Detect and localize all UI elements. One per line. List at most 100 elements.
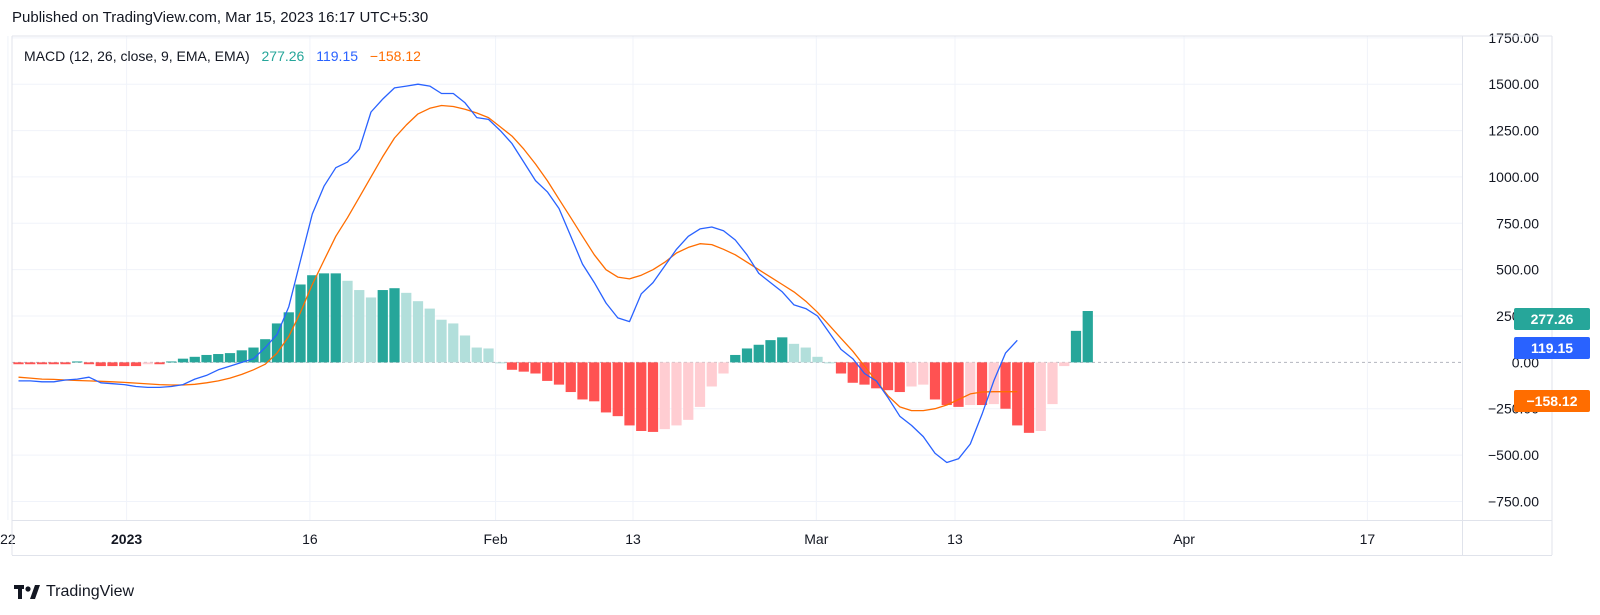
indicator-lines <box>18 83 1018 464</box>
histogram-bar <box>401 292 412 363</box>
histogram-bar <box>894 362 905 393</box>
y-tick-label: −500.00 <box>1488 447 1539 463</box>
histogram-bar <box>354 290 365 363</box>
histogram-bar <box>941 362 952 406</box>
histogram-bar <box>683 362 694 420</box>
signal-price-tag: −158.12 <box>1514 390 1590 412</box>
y-tick-label: 1250.00 <box>1488 123 1539 139</box>
histogram-bar <box>929 362 941 400</box>
histogram-bar <box>248 347 259 363</box>
histogram-bar <box>436 319 447 363</box>
histogram-bar <box>624 362 635 426</box>
histogram-bar <box>95 362 106 367</box>
histogram-bar <box>812 356 823 363</box>
histogram-bar <box>741 348 753 363</box>
x-tick-label: 13 <box>625 531 641 547</box>
brand[interactable]: TradingView <box>14 583 134 601</box>
x-tick-label: Feb <box>483 531 507 547</box>
histogram-bar <box>1082 311 1093 363</box>
histogram-bar <box>730 354 741 363</box>
histogram-bar <box>224 353 236 363</box>
grid <box>7 36 1462 520</box>
histogram-bar <box>1023 362 1035 433</box>
histogram-bar <box>647 362 659 432</box>
y-tick-label: 500.00 <box>1496 262 1539 278</box>
indicator-legend[interactable]: MACD (12, 26, close, 9, EMA, EMA) 277.26… <box>24 48 429 64</box>
x-tick-label: Mar <box>804 531 828 547</box>
histogram-bar <box>36 362 48 365</box>
histogram-bar <box>365 297 377 363</box>
histogram-bar <box>260 339 271 363</box>
histogram-bar <box>530 362 541 374</box>
x-tick-label: 17 <box>1360 531 1376 547</box>
y-tick-label: 1000.00 <box>1488 169 1539 185</box>
histogram-bar <box>142 362 153 365</box>
histogram-bar <box>553 362 565 385</box>
histogram-bar <box>72 361 83 363</box>
histogram-bar <box>495 362 506 364</box>
histogram-bar <box>835 362 847 374</box>
price-axis: −750.00−500.00−250.000.00250.00500.00750… <box>1462 30 1539 555</box>
histogram-bar <box>518 362 529 372</box>
y-tick-label: 750.00 <box>1496 215 1539 231</box>
histogram-bar <box>600 362 612 413</box>
histogram-bar <box>412 301 424 363</box>
histogram-bar <box>342 280 353 363</box>
histogram-bar <box>788 343 800 363</box>
time-axis: 22 2023 16 Feb 13 Mar 13 Apr 17 <box>0 35 1553 556</box>
histogram-bar <box>577 362 588 400</box>
histogram-bar <box>189 356 200 363</box>
indicator-name: MACD (12, 26, close, 9, EMA, EMA) <box>24 48 250 64</box>
histogram-bar <box>542 362 553 381</box>
macd-price-tag: 119.15 <box>1514 337 1590 359</box>
histogram-bar <box>459 335 471 363</box>
histogram-bar <box>1012 362 1023 426</box>
histogram-bar <box>60 362 71 365</box>
histogram-bar <box>107 362 118 367</box>
histogram-bar <box>377 290 388 363</box>
histogram-price-tag: 277.26 <box>1514 308 1590 330</box>
x-tick-label: 2023 <box>111 531 142 547</box>
legend-macd-value: 119.15 <box>316 48 359 64</box>
histogram-bar <box>506 362 518 370</box>
macd-line <box>18 83 1018 464</box>
histogram-bar <box>965 362 976 406</box>
x-tick-label: 13 <box>947 531 963 547</box>
histogram-bar <box>166 361 177 363</box>
histogram-bar <box>824 362 835 364</box>
histogram-bar <box>906 362 917 387</box>
histogram-bar <box>330 273 341 363</box>
histogram-bar <box>318 273 330 363</box>
histogram-bar <box>13 362 24 365</box>
histogram-bar <box>130 362 142 367</box>
histogram-bar <box>1047 362 1058 405</box>
histogram-bar <box>271 323 283 363</box>
histogram-bar <box>483 348 494 363</box>
x-tick-label: 16 <box>302 531 318 547</box>
brand-name: TradingView <box>46 583 135 600</box>
histogram-bar <box>706 362 717 387</box>
histogram-bar <box>847 362 858 383</box>
histogram-bar <box>154 362 165 365</box>
y-tick-label: 1750.00 <box>1488 30 1539 46</box>
legend-histogram-value: 277.26 <box>261 48 305 64</box>
histogram-bar <box>718 362 729 374</box>
histogram-bar <box>48 362 59 365</box>
histogram-bar <box>612 362 623 417</box>
histogram-bar <box>636 362 647 431</box>
histogram-bar <box>671 362 682 426</box>
histogram-bar <box>1070 330 1082 363</box>
histogram-bar <box>177 358 189 363</box>
histogram-bar <box>471 347 482 363</box>
histogram-bar <box>753 344 764 363</box>
histogram-bar <box>1000 362 1011 409</box>
y-tick-label: −750.00 <box>1488 493 1539 509</box>
histogram-bar <box>953 362 964 407</box>
histogram-bar <box>918 362 929 385</box>
histogram-bar <box>988 362 999 405</box>
histogram-bar <box>659 362 670 430</box>
histogram-bar <box>424 308 435 363</box>
histogram-bar <box>1035 362 1046 431</box>
histogram-bar <box>389 288 400 363</box>
